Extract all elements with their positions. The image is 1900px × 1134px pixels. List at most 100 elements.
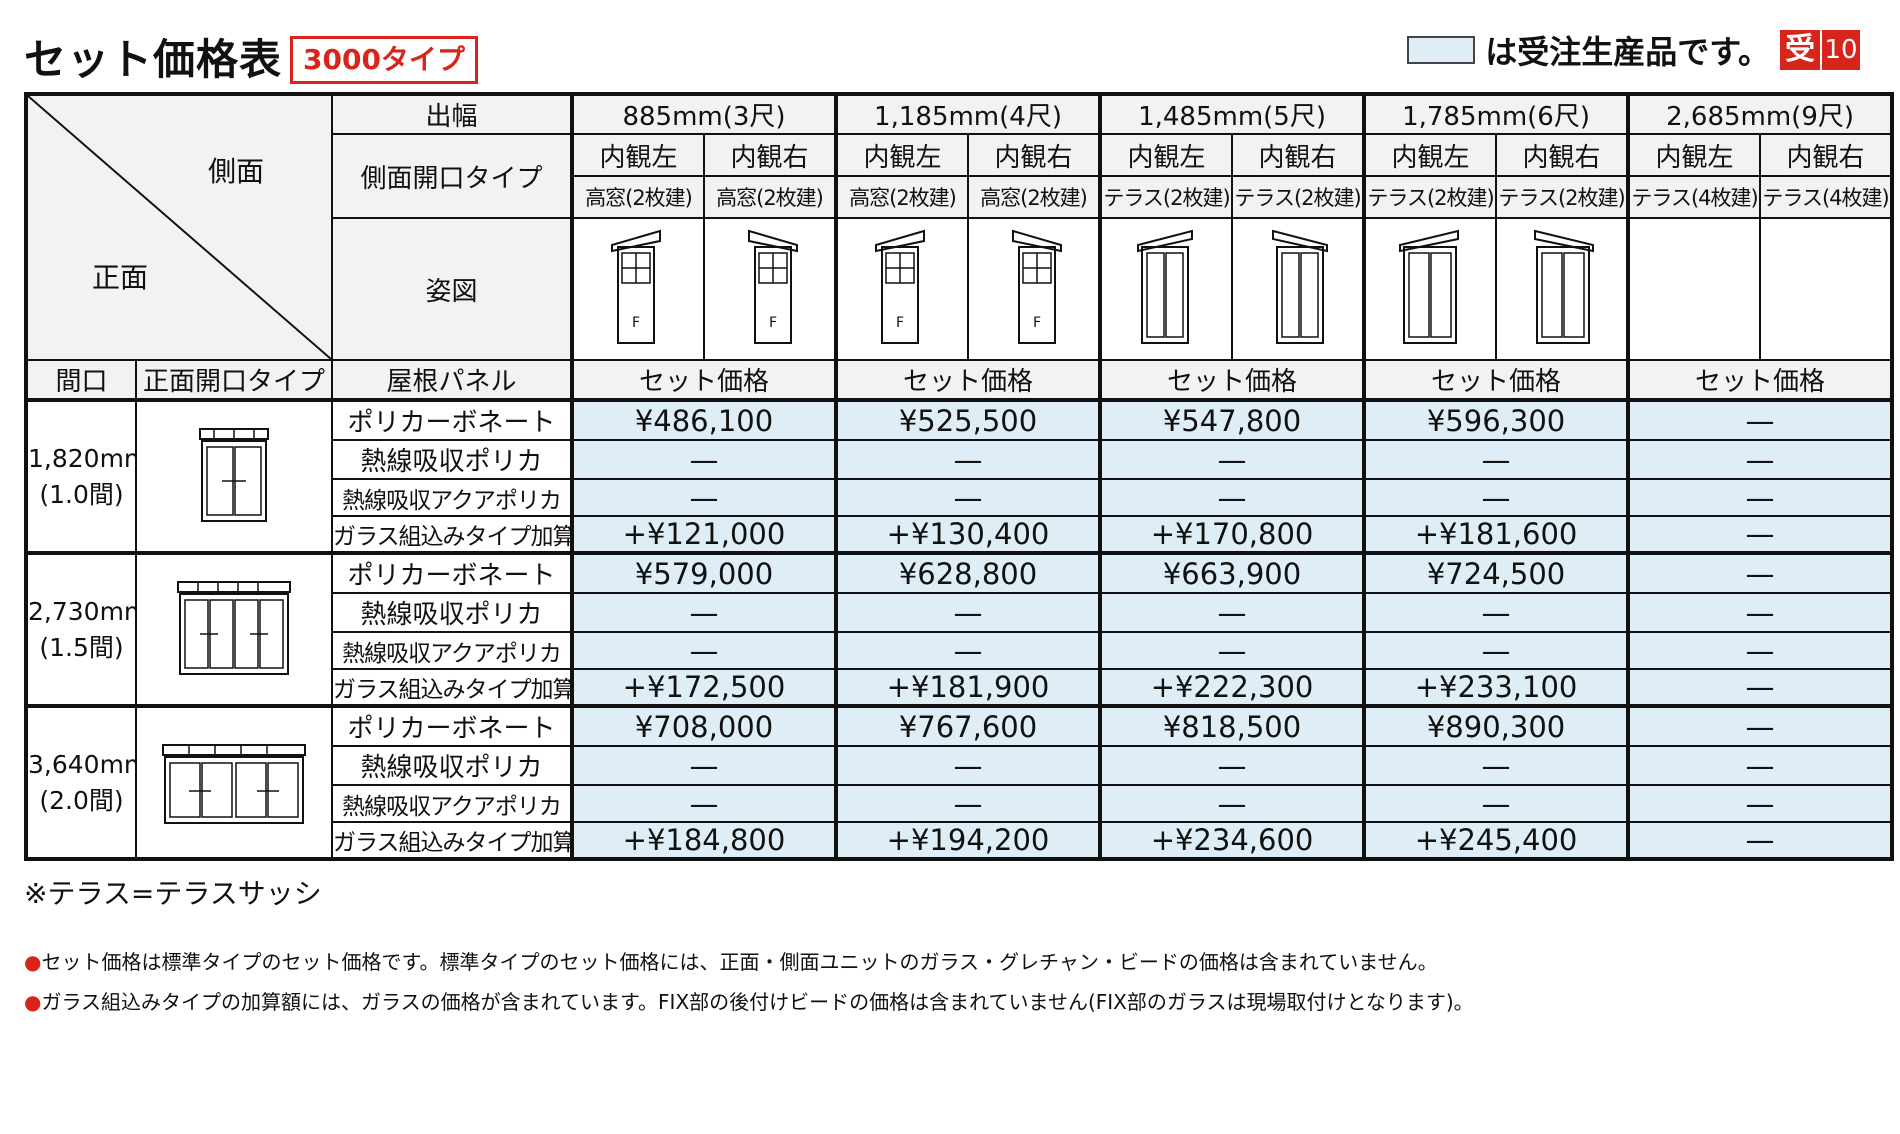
made-to-order-swatch: [1407, 36, 1476, 64]
svg-text:F: F: [632, 315, 640, 331]
price-cell: —: [1098, 592, 1366, 633]
price-cell: +¥121,000: [570, 515, 837, 554]
roof-type: 熱線吸収ポリカ: [331, 745, 573, 786]
price-cell: ¥486,100: [570, 398, 837, 441]
price-cell: +¥181,600: [1362, 515, 1630, 554]
badge-num: 10: [1822, 30, 1860, 70]
terrace-sash-figure-icon: [1398, 229, 1459, 344]
price-cell: —: [1626, 592, 1894, 633]
legend-text: は受注生産品です。: [1485, 33, 1770, 71]
price-cell: +¥194,200: [833, 821, 1102, 860]
terrace-sash-figure-icon: [1136, 229, 1193, 344]
price-cell: +¥184,800: [570, 821, 837, 860]
width-header: 1,785mm(6尺): [1362, 93, 1630, 135]
price-cell: —: [570, 592, 837, 633]
frontage-label: 間口: [25, 359, 137, 401]
price-cell: ¥596,300: [1362, 398, 1630, 441]
terrace-sash-figure-icon: [1533, 229, 1594, 344]
side-header: 内観右: [1759, 133, 1894, 177]
roof-type: 熱線吸収アクアポリカ: [331, 631, 573, 670]
bullet-mark: ●: [24, 990, 42, 1014]
price-cell: —: [1362, 631, 1630, 670]
side-window-figure-icon: F: [610, 229, 661, 344]
footnotes: ●セット価格は標準タイプのセット価格です。標準タイプのセット価格には、正面・側面…: [24, 942, 1474, 1022]
frontage-mm: 3,640mm: [28, 749, 134, 779]
corner-side-label: 側面: [208, 155, 265, 188]
price-cell: —: [1098, 745, 1366, 786]
price-cell: +¥222,300: [1098, 668, 1366, 707]
type-badge: 3000タイプ: [290, 36, 478, 84]
roof-type: 熱線吸収ポリカ: [331, 592, 573, 633]
width-label: 出幅: [331, 93, 573, 135]
roof-type: ポリカーボネート: [331, 551, 573, 594]
price-cell: +¥170,800: [1098, 515, 1366, 554]
side-figure-empty: [1759, 217, 1894, 361]
side-type: テラス(2枚建): [1362, 175, 1498, 219]
set-price-label: セット価格: [833, 359, 1102, 401]
price-cell: ¥547,800: [1098, 398, 1366, 441]
set-price-label: セット価格: [570, 359, 837, 401]
side-type: テラス(2枚建): [1231, 175, 1366, 219]
front-figure: [135, 704, 333, 860]
side-window-figure-icon: F: [874, 229, 925, 344]
price-cell: ¥708,000: [570, 704, 837, 747]
side-type: テラス(4枚建): [1626, 175, 1762, 219]
roof-type: ガラス組込みタイプ加算額: [331, 515, 573, 554]
front-figure: [135, 398, 333, 554]
price-cell: —: [570, 631, 837, 670]
price-cell: —: [1098, 478, 1366, 517]
price-cell: +¥181,900: [833, 668, 1102, 707]
roof-type: ガラス組込みタイプ加算額: [331, 821, 573, 860]
side-header: 内観右: [966, 133, 1102, 177]
figure-label: 姿図: [331, 217, 573, 361]
footnote-text: ガラス組込みタイプの加算額には、ガラスの価格が含まれています。FIX部の後付けビ…: [41, 990, 1474, 1014]
frontage-mm: 1,820mm: [28, 443, 134, 473]
side-header: 内観左: [1626, 133, 1762, 177]
made-to-order-badge: 受 10: [1780, 30, 1860, 70]
price-cell: ¥767,600: [833, 704, 1102, 747]
roof-type: ポリカーボネート: [331, 704, 573, 747]
price-cell: ¥663,900: [1098, 551, 1366, 594]
side-figure-empty: [1626, 217, 1762, 361]
side-type: テラス(2枚建): [1495, 175, 1630, 219]
legend: は受注生産品です。 受 10: [1407, 28, 1860, 72]
side-open-type-label: 側面開口タイプ: [331, 133, 573, 219]
footnote: ●セット価格は標準タイプのセット価格です。標準タイプのセット価格には、正面・側面…: [24, 942, 1474, 982]
roof-type: ポリカーボネート: [331, 398, 573, 441]
side-type: 高窓(2枚建): [703, 175, 837, 219]
set-price-label: セット価格: [1362, 359, 1630, 401]
frontage-mm: 2,730mm: [28, 596, 134, 626]
side-type: テラス(2枚建): [1098, 175, 1234, 219]
width-header: 1,485mm(5尺): [1098, 93, 1366, 135]
front-figure: [135, 551, 333, 707]
roof-type: 熱線吸収アクアポリカ: [331, 784, 573, 823]
price-cell: —: [1626, 398, 1894, 441]
set-price-label: セット価格: [1098, 359, 1366, 401]
price-cell: —: [1362, 784, 1630, 823]
side-window-figure-icon: F: [1011, 229, 1062, 344]
price-cell: +¥172,500: [570, 668, 837, 707]
front-unit-figure-icon: [177, 580, 291, 675]
price-cell: —: [1626, 478, 1894, 517]
price-cell: —: [833, 745, 1102, 786]
side-header: 内観左: [834, 133, 969, 177]
footnote: ●ガラス組込みタイプの加算額には、ガラスの価格が含まれています。FIX部の後付け…: [24, 982, 1474, 1022]
width-header: 2,685mm(9尺): [1626, 93, 1894, 135]
side-figure: F: [703, 217, 837, 361]
side-header: 内観左: [1362, 133, 1498, 177]
width-header: 1,185mm(4尺): [833, 93, 1102, 135]
set-price-label: セット価格: [1626, 359, 1894, 401]
price-cell: —: [570, 745, 837, 786]
price-cell: —: [1098, 439, 1366, 480]
width-header: 885mm(3尺): [570, 93, 837, 135]
price-cell: ¥724,500: [1362, 551, 1630, 594]
price-cell: —: [1626, 784, 1894, 823]
side-type: 高窓(2枚建): [966, 175, 1102, 219]
price-table: 側面 正面 出幅 885mm(3尺) 1,185mm(4尺) 1,485mm(5…: [24, 92, 1895, 861]
price-cell: —: [833, 439, 1102, 480]
side-window-figure-icon: F: [747, 229, 798, 344]
roof-panel-label: 屋根パネル: [331, 359, 573, 401]
svg-text:F: F: [896, 315, 904, 331]
side-header: 内観左: [1098, 133, 1234, 177]
terrace-sash-figure-icon: [1271, 229, 1328, 344]
